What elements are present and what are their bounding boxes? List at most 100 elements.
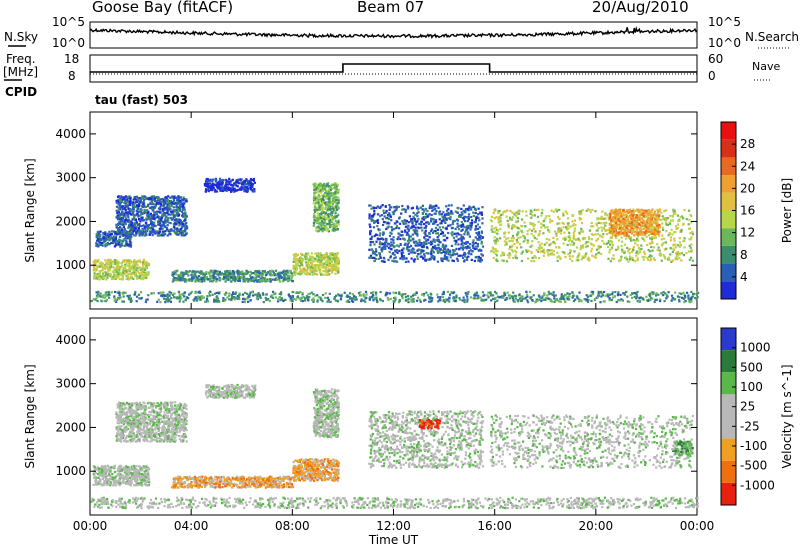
data-cell xyxy=(161,220,164,223)
data-cell xyxy=(283,273,287,276)
data-cell xyxy=(269,270,272,273)
data-cell xyxy=(243,185,246,188)
data-cell xyxy=(373,243,376,246)
data-cell xyxy=(542,248,545,251)
data-cell xyxy=(109,263,112,266)
data-cell xyxy=(120,261,123,264)
data-cell xyxy=(575,246,579,249)
data-cell xyxy=(481,236,484,239)
data-cell xyxy=(128,229,131,232)
data-cell xyxy=(321,225,325,228)
data-cell xyxy=(398,217,401,220)
data-cell xyxy=(513,213,516,216)
data-cell xyxy=(637,226,640,230)
data-cell xyxy=(379,215,382,218)
data-cell xyxy=(607,245,610,248)
data-cell xyxy=(247,184,250,187)
data-cell xyxy=(598,247,601,250)
data-cell xyxy=(402,251,405,254)
data-cell xyxy=(403,208,406,211)
data-cell xyxy=(102,272,105,275)
data-cell xyxy=(467,209,470,212)
data-cell xyxy=(550,253,553,256)
data-cell xyxy=(588,238,591,241)
data-cell xyxy=(468,205,471,208)
data-cell xyxy=(157,201,160,204)
data-cell xyxy=(510,246,513,249)
data-cell xyxy=(318,260,321,263)
data-cell xyxy=(324,260,328,264)
data-cell xyxy=(139,261,142,264)
data-cell xyxy=(431,250,435,253)
data-cell xyxy=(374,248,378,251)
data-cell xyxy=(152,224,155,227)
data-cell xyxy=(316,264,319,267)
data-cell xyxy=(501,251,504,254)
data-cell xyxy=(154,224,157,228)
data-cell xyxy=(431,222,435,225)
data-cell xyxy=(118,268,121,271)
data-cell xyxy=(185,215,188,218)
data-cell xyxy=(271,278,274,281)
data-cell xyxy=(126,211,129,214)
data-cell xyxy=(330,187,333,190)
data-cell xyxy=(102,238,105,241)
data-cell xyxy=(212,183,215,186)
data-cell xyxy=(462,224,465,228)
data-cell xyxy=(530,232,533,236)
data-cell xyxy=(492,256,495,259)
data-cell xyxy=(128,262,131,265)
data-cell xyxy=(504,231,507,234)
data-cell xyxy=(665,223,668,226)
data-cell xyxy=(446,256,449,259)
data-cell xyxy=(219,189,222,192)
data-cell xyxy=(378,228,381,231)
data-cell xyxy=(545,241,548,244)
data-cell xyxy=(173,271,176,274)
data-cell xyxy=(501,213,504,216)
data-cell xyxy=(294,264,297,267)
data-cell xyxy=(146,204,150,208)
data-cell xyxy=(144,261,147,264)
data-cell xyxy=(469,243,472,246)
data-cell xyxy=(118,232,122,235)
data-cell xyxy=(129,276,132,279)
data-cell xyxy=(412,215,415,218)
data-cell xyxy=(526,250,529,253)
data-cell xyxy=(230,189,233,193)
data-cell xyxy=(495,259,498,262)
data-cell xyxy=(571,255,574,258)
data-cell xyxy=(406,231,409,234)
data-cell xyxy=(667,256,671,259)
data-cell xyxy=(522,240,525,243)
data-cell xyxy=(132,204,135,207)
data-cell xyxy=(384,243,387,246)
data-cell xyxy=(688,238,691,241)
data-cell xyxy=(271,274,274,277)
data-cell xyxy=(563,252,566,255)
data-cell xyxy=(555,210,558,213)
data-cell xyxy=(318,208,321,211)
data-cell xyxy=(228,272,231,275)
data-cell xyxy=(424,216,427,220)
data-cell xyxy=(161,227,164,230)
data-cell xyxy=(317,258,320,261)
data-cell xyxy=(458,254,462,257)
data-cell xyxy=(311,273,314,276)
data-cell xyxy=(216,183,219,186)
data-cell xyxy=(166,206,169,209)
data-cell xyxy=(243,187,246,190)
data-cell xyxy=(109,232,113,236)
data-cell xyxy=(124,197,127,200)
data-cell xyxy=(327,203,330,206)
data-cell xyxy=(451,231,454,234)
data-cell xyxy=(439,229,442,232)
data-cell xyxy=(427,214,430,217)
data-cell xyxy=(533,236,536,240)
data-cell xyxy=(389,255,392,258)
data-cell xyxy=(449,212,452,215)
data-cell xyxy=(169,213,172,216)
data-cell xyxy=(315,186,318,189)
data-cell xyxy=(474,228,477,231)
data-cell xyxy=(405,219,408,223)
